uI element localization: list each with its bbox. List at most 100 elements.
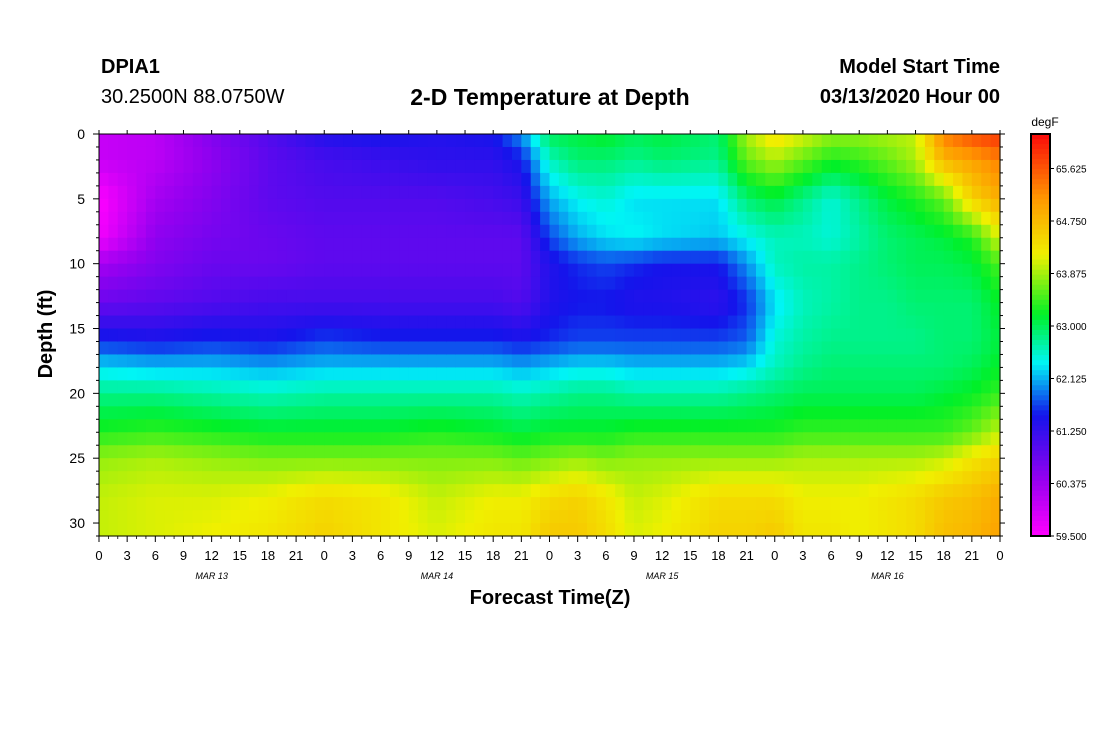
- heatmap-cell: [953, 224, 964, 239]
- heatmap-cell: [136, 419, 147, 433]
- heatmap-cell: [540, 393, 551, 407]
- heatmap-cell: [427, 328, 438, 343]
- heatmap-cell: [699, 134, 710, 148]
- heatmap-cell: [174, 134, 185, 148]
- heatmap-cell: [324, 276, 335, 291]
- heatmap-cell: [521, 484, 532, 498]
- heatmap-cell: [455, 328, 466, 343]
- heatmap-cell: [915, 159, 926, 174]
- heatmap-cell: [465, 263, 476, 278]
- heatmap-cell: [605, 510, 616, 524]
- heatmap-cell: [436, 146, 447, 161]
- heatmap-cell: [831, 159, 842, 174]
- heatmap-cell: [662, 484, 673, 498]
- heatmap-cell: [99, 172, 109, 187]
- colorbar-swatch: [1031, 390, 1050, 396]
- x-day-label: MAR 15: [646, 571, 680, 581]
- heatmap-cell: [465, 237, 476, 252]
- heatmap-cell: [230, 159, 241, 174]
- heatmap-cell: [352, 471, 363, 485]
- heatmap-cell: [380, 458, 391, 472]
- heatmap-cell: [709, 159, 720, 174]
- heatmap-cell: [211, 185, 222, 200]
- heatmap-cell: [361, 328, 372, 343]
- heatmap-cell: [953, 393, 964, 407]
- heatmap-cell: [117, 523, 128, 537]
- heatmap-cell: [145, 458, 156, 472]
- heatmap-cell: [624, 134, 635, 148]
- heatmap-cell: [399, 328, 410, 343]
- heatmap-cell: [643, 276, 654, 291]
- heatmap-cell: [727, 146, 738, 161]
- heatmap-cell: [511, 497, 522, 511]
- colorbar-swatch: [1031, 470, 1050, 477]
- heatmap-cell: [183, 393, 194, 407]
- heatmap-cell: [296, 419, 307, 433]
- heatmap-cell: [793, 134, 804, 148]
- heatmap-cell: [915, 380, 926, 394]
- heatmap-cell: [577, 523, 588, 537]
- heatmap-cell: [155, 367, 166, 381]
- heatmap-cell: [446, 185, 457, 200]
- heatmap-cell: [202, 393, 213, 407]
- heatmap-cell: [202, 328, 213, 343]
- heatmap-cell: [211, 406, 222, 420]
- heatmap-cell: [540, 432, 551, 446]
- heatmap-cell: [755, 315, 766, 330]
- heatmap-cell: [981, 224, 992, 239]
- heatmap-cell: [399, 302, 410, 317]
- heatmap-cell: [849, 445, 860, 459]
- heatmap-cell: [765, 471, 776, 485]
- heatmap-cell: [802, 419, 813, 433]
- heatmap-cell: [690, 146, 701, 161]
- heatmap-cell: [540, 172, 551, 187]
- heatmap-cell: [183, 302, 194, 317]
- heatmap-cell: [887, 354, 898, 369]
- heatmap-cell: [793, 211, 804, 226]
- heatmap-cell: [361, 237, 372, 252]
- heatmap-cell: [605, 328, 616, 343]
- heatmap-cell: [474, 250, 485, 265]
- heatmap-cell: [981, 484, 992, 498]
- heatmap-cell: [605, 289, 616, 304]
- heatmap-cell: [671, 354, 682, 369]
- heatmap-cell: [502, 185, 513, 200]
- heatmap-cell: [587, 250, 598, 265]
- heatmap-cell: [784, 224, 795, 239]
- heatmap-cell: [361, 315, 372, 330]
- heatmap-cell: [709, 237, 720, 252]
- heatmap-cell: [239, 263, 250, 278]
- heatmap-cell: [699, 380, 710, 394]
- heatmap-cell: [577, 354, 588, 369]
- heatmap-cell: [418, 419, 429, 433]
- heatmap-cell: [558, 185, 569, 200]
- heatmap-cell: [643, 354, 654, 369]
- heatmap-cell: [230, 354, 241, 369]
- colorbar-swatch: [1031, 490, 1050, 497]
- heatmap-cell: [511, 419, 522, 433]
- heatmap-cell: [493, 237, 504, 252]
- heatmap-cell: [249, 328, 260, 343]
- heatmap-cell: [887, 341, 898, 356]
- heatmap-cell: [192, 484, 203, 498]
- heatmap-cell: [746, 159, 757, 174]
- heatmap-cell: [821, 250, 832, 265]
- heatmap-cell: [136, 406, 147, 420]
- heatmap-cell: [784, 134, 795, 148]
- colorbar-swatch: [1031, 515, 1050, 522]
- heatmap-cell: [962, 445, 973, 459]
- heatmap-cell: [145, 523, 156, 537]
- heatmap-cell: [906, 510, 917, 524]
- heatmap-cell: [746, 445, 757, 459]
- heatmap-cell: [953, 159, 964, 174]
- heatmap-cell: [145, 445, 156, 459]
- heatmap-cell: [821, 406, 832, 420]
- heatmap-cell: [671, 250, 682, 265]
- heatmap-cell: [662, 354, 673, 369]
- heatmap-cell: [709, 367, 720, 381]
- colorbar-swatch: [1031, 480, 1050, 487]
- heatmap-cell: [755, 432, 766, 446]
- heatmap-cell: [249, 432, 260, 446]
- heatmap-cell: [971, 380, 982, 394]
- heatmap-cell: [633, 393, 644, 407]
